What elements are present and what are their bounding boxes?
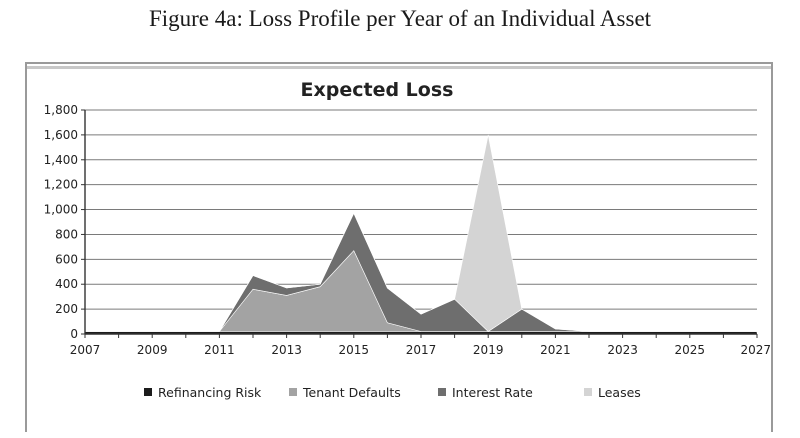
y-tick-label: 1,400 (44, 153, 78, 167)
x-tick-label: 2011 (204, 343, 235, 357)
legend-label-interest-rate: Interest Rate (452, 385, 533, 400)
y-tick-label: 800 (55, 227, 78, 241)
legend-swatch-refinancing-risk (144, 388, 152, 396)
x-tick-label: 2019 (473, 343, 504, 357)
y-tick-label: 1,600 (44, 128, 78, 142)
x-tick-label: 2009 (137, 343, 168, 357)
legend-swatch-leases (584, 388, 592, 396)
y-tick-label: 600 (55, 252, 78, 266)
legend-label-tenant-defaults: Tenant Defaults (302, 385, 401, 400)
axes (81, 109, 758, 338)
y-tick-label: 200 (55, 302, 78, 316)
legend: Refinancing Risk Tenant Defaults Interest … (144, 385, 641, 400)
x-tick-label: 2025 (675, 343, 706, 357)
area-leases (85, 134, 757, 332)
chart-frame (25, 62, 773, 432)
x-tick-label: 2007 (70, 343, 101, 357)
figure-title: Figure 4a: Loss Profile per Year of an I… (148, 6, 652, 31)
legend-label-refinancing-risk: Refinancing Risk (158, 385, 262, 400)
y-tick-label: 1,000 (44, 203, 78, 217)
x-tick-label: 2027 (740, 343, 771, 357)
x-tick-label: 2023 (607, 343, 638, 357)
x-tick-label: 2021 (540, 343, 571, 357)
y-tick-label: 400 (55, 277, 78, 291)
legend-label-leases: Leases (598, 385, 641, 400)
y-tick-label: 0 (70, 327, 78, 341)
x-tick-label: 2017 (406, 343, 437, 357)
frame-top-band (27, 66, 771, 69)
y-tick-label: 1,200 (44, 178, 78, 192)
x-tick-labels: 2007 2009 2011 2013 2015 2017 2019 2021 2023 2025… (70, 343, 771, 357)
y-tick-label: 1,800 (44, 103, 78, 117)
y-tick-labels: 0 200 400 600 800 1,000 1,200 1,400 1,600 1,800 (44, 103, 78, 341)
x-tick-label: 2015 (339, 343, 370, 357)
legend-swatch-tenant-defaults (289, 388, 297, 396)
x-tick-label: 2013 (271, 343, 302, 357)
gridlines (85, 109, 757, 310)
chart-title: Expected Loss (301, 79, 454, 101)
legend-swatch-interest-rate (438, 388, 446, 396)
